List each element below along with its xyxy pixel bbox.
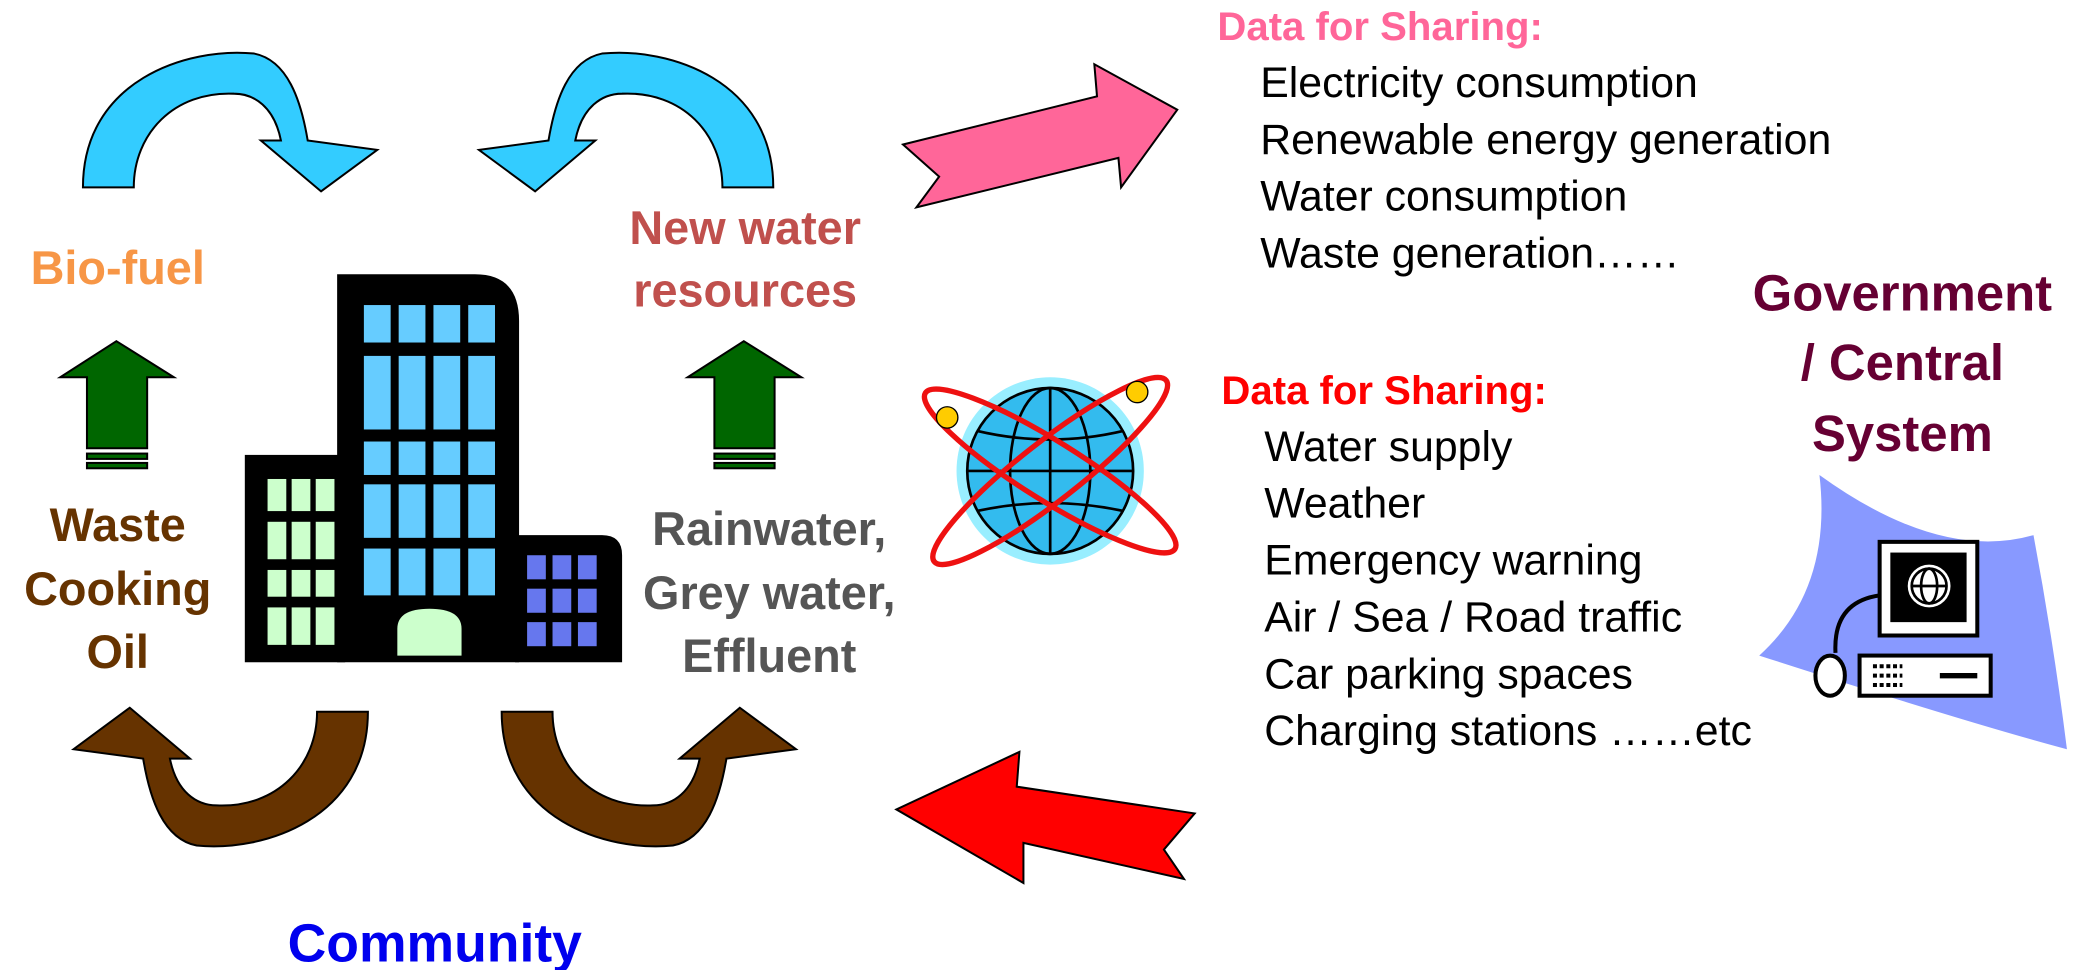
incoming-arrow [896,752,1194,883]
data-item: Water supply [1264,423,1513,471]
waste-oil-label: Cooking [24,563,211,615]
new-water-label: New water [629,202,861,254]
globe-icon [910,357,1191,585]
data-item: Waste generation…… [1260,230,1679,278]
rainwater-label: Effluent [682,630,857,682]
curved-arrow [83,53,377,192]
government-label: System [1812,405,1993,462]
data-item: Car parking spaces [1264,650,1633,698]
page: {"bio_fuel": "Bio-fuel", "new_water": ["… [0,0,2087,970]
bio-fuel-label: Bio-fuel [31,242,205,294]
curved-arrow [502,708,796,847]
outgoing-arrow [903,64,1177,207]
diagram: Bio-fuel New water resources Waste Cooki… [0,0,2087,970]
curved-arrow [479,53,773,192]
government-label: Government [1753,264,2052,321]
waste-oil-label: Oil [87,626,149,678]
waste-oil-label: Waste [50,499,186,551]
outgoing-heading: Data for Sharing: [1217,4,1543,49]
rainwater-label: Grey water, [643,567,895,619]
data-item: Emergency warning [1264,537,1642,585]
government-label: / Central [1801,334,2004,391]
building [245,274,622,662]
data-item: Weather [1264,480,1425,528]
community-label: Community [288,914,582,970]
data-item: Charging stations ……etc [1264,707,1752,755]
incoming-heading: Data for Sharing: [1221,368,1547,413]
rainwater-label: Rainwater, [652,503,886,555]
data-item: Water consumption [1260,173,1627,221]
data-item: Electricity consumption [1260,59,1698,107]
new-water-label: resources [633,265,857,317]
data-item: Renewable energy generation [1260,116,1831,164]
curved-arrow [74,708,368,847]
computer-icon [1759,475,2067,749]
data-item: Air / Sea / Road traffic [1264,593,1682,641]
